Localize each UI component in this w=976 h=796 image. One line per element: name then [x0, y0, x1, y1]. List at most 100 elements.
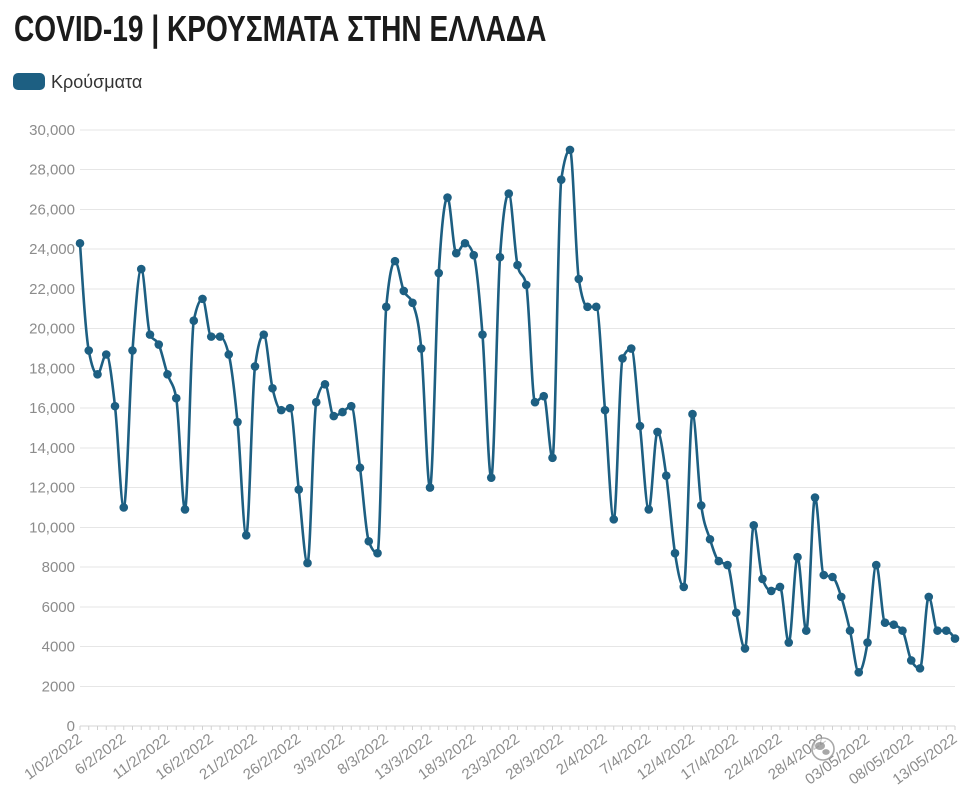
data-point [688, 409, 697, 419]
y-tick-label: 22,000 [29, 281, 75, 298]
data-point [836, 592, 846, 602]
data-point [399, 286, 409, 296]
data-point [653, 427, 662, 437]
data-point [924, 592, 934, 602]
data-point [565, 145, 575, 155]
data-point [618, 354, 627, 363]
data-point [661, 471, 671, 480]
data-point [469, 250, 479, 260]
data-point [731, 608, 741, 618]
data-point [189, 316, 199, 326]
data-point [338, 407, 347, 417]
data-point [443, 193, 452, 202]
data-point [530, 397, 540, 407]
data-point [609, 515, 619, 524]
data-point [93, 370, 102, 379]
data-point [644, 505, 654, 514]
data-point [521, 280, 531, 290]
data-point [460, 238, 470, 248]
data-point [766, 586, 776, 596]
data-point [364, 536, 374, 546]
data-point [163, 370, 172, 379]
data-point [408, 298, 417, 308]
y-tick-label: 6000 [42, 599, 75, 616]
data-point [626, 344, 636, 353]
data-point [854, 668, 864, 677]
data-point [635, 421, 645, 431]
data-point [539, 391, 549, 401]
data-point [110, 401, 120, 411]
data-point [373, 548, 382, 558]
data-point [329, 411, 339, 421]
data-point [889, 620, 899, 629]
y-tick-label: 8000 [42, 559, 75, 576]
data-point [224, 350, 234, 359]
data-point [801, 626, 811, 635]
data-point [451, 248, 461, 258]
data-point [180, 505, 190, 514]
legend: Κρούσματα [13, 71, 143, 92]
data-point [723, 560, 732, 570]
data-point [906, 656, 916, 665]
data-point [486, 473, 496, 482]
data-point [101, 350, 111, 359]
data-point [390, 256, 400, 266]
y-tick-label: 0 [67, 718, 75, 735]
data-point [198, 294, 207, 304]
data-point [915, 664, 925, 673]
data-point [136, 264, 146, 274]
data-point [679, 582, 689, 592]
data-point [303, 558, 312, 568]
data-point [880, 618, 890, 627]
data-point [215, 332, 225, 341]
data-point [381, 302, 391, 312]
data-point [84, 346, 94, 355]
data-point [434, 268, 444, 278]
data-point [749, 521, 759, 530]
data-point [941, 626, 951, 635]
y-axis: 0 2000 4000 6000 8000 10,000 12,000 14,000 16,00… [29, 122, 75, 735]
data-point [810, 493, 820, 502]
x-tick-label: 1/02/2022 [21, 730, 85, 783]
data-point [828, 572, 837, 582]
y-tick-label: 20,000 [29, 321, 75, 338]
data-point [294, 485, 304, 494]
data-point [250, 362, 260, 371]
data-point [495, 252, 505, 262]
data-point [75, 238, 85, 248]
data-point [513, 260, 522, 270]
data-point [696, 501, 706, 510]
data-point [355, 463, 365, 473]
data-point [233, 417, 242, 427]
legend-swatch [13, 73, 45, 90]
y-tick-label: 18,000 [29, 360, 75, 377]
data-point [171, 393, 181, 403]
y-tick-label: 30,000 [29, 122, 75, 139]
data-point [478, 330, 487, 339]
data-point [819, 570, 829, 580]
data-point [320, 379, 330, 389]
y-tick-label: 16,000 [29, 400, 75, 417]
data-point [793, 552, 802, 562]
series-line [78, 148, 957, 674]
watermark [811, 737, 835, 761]
legend-label: Κρούσματα [51, 71, 143, 92]
y-tick-label: 2000 [42, 678, 75, 695]
y-tick-label: 10,000 [29, 519, 75, 536]
data-point [950, 634, 960, 643]
data-point [206, 332, 216, 341]
y-tick-label: 14,000 [29, 440, 75, 457]
data-point [145, 330, 155, 339]
y-tick-label: 4000 [42, 639, 75, 656]
data-point [600, 405, 610, 415]
data-point [504, 189, 514, 198]
data-point [758, 574, 767, 584]
data-point [154, 340, 164, 349]
data-point [268, 383, 277, 393]
data-point [241, 530, 251, 540]
data-point [591, 302, 601, 312]
data-point [933, 626, 942, 635]
grid [80, 129, 955, 727]
chart-title: COVID-19 | ΚΡΟΥΣΜΑΤΑ ΣΤΗΝ ΕΛΛΑΔΑ [14, 8, 547, 49]
